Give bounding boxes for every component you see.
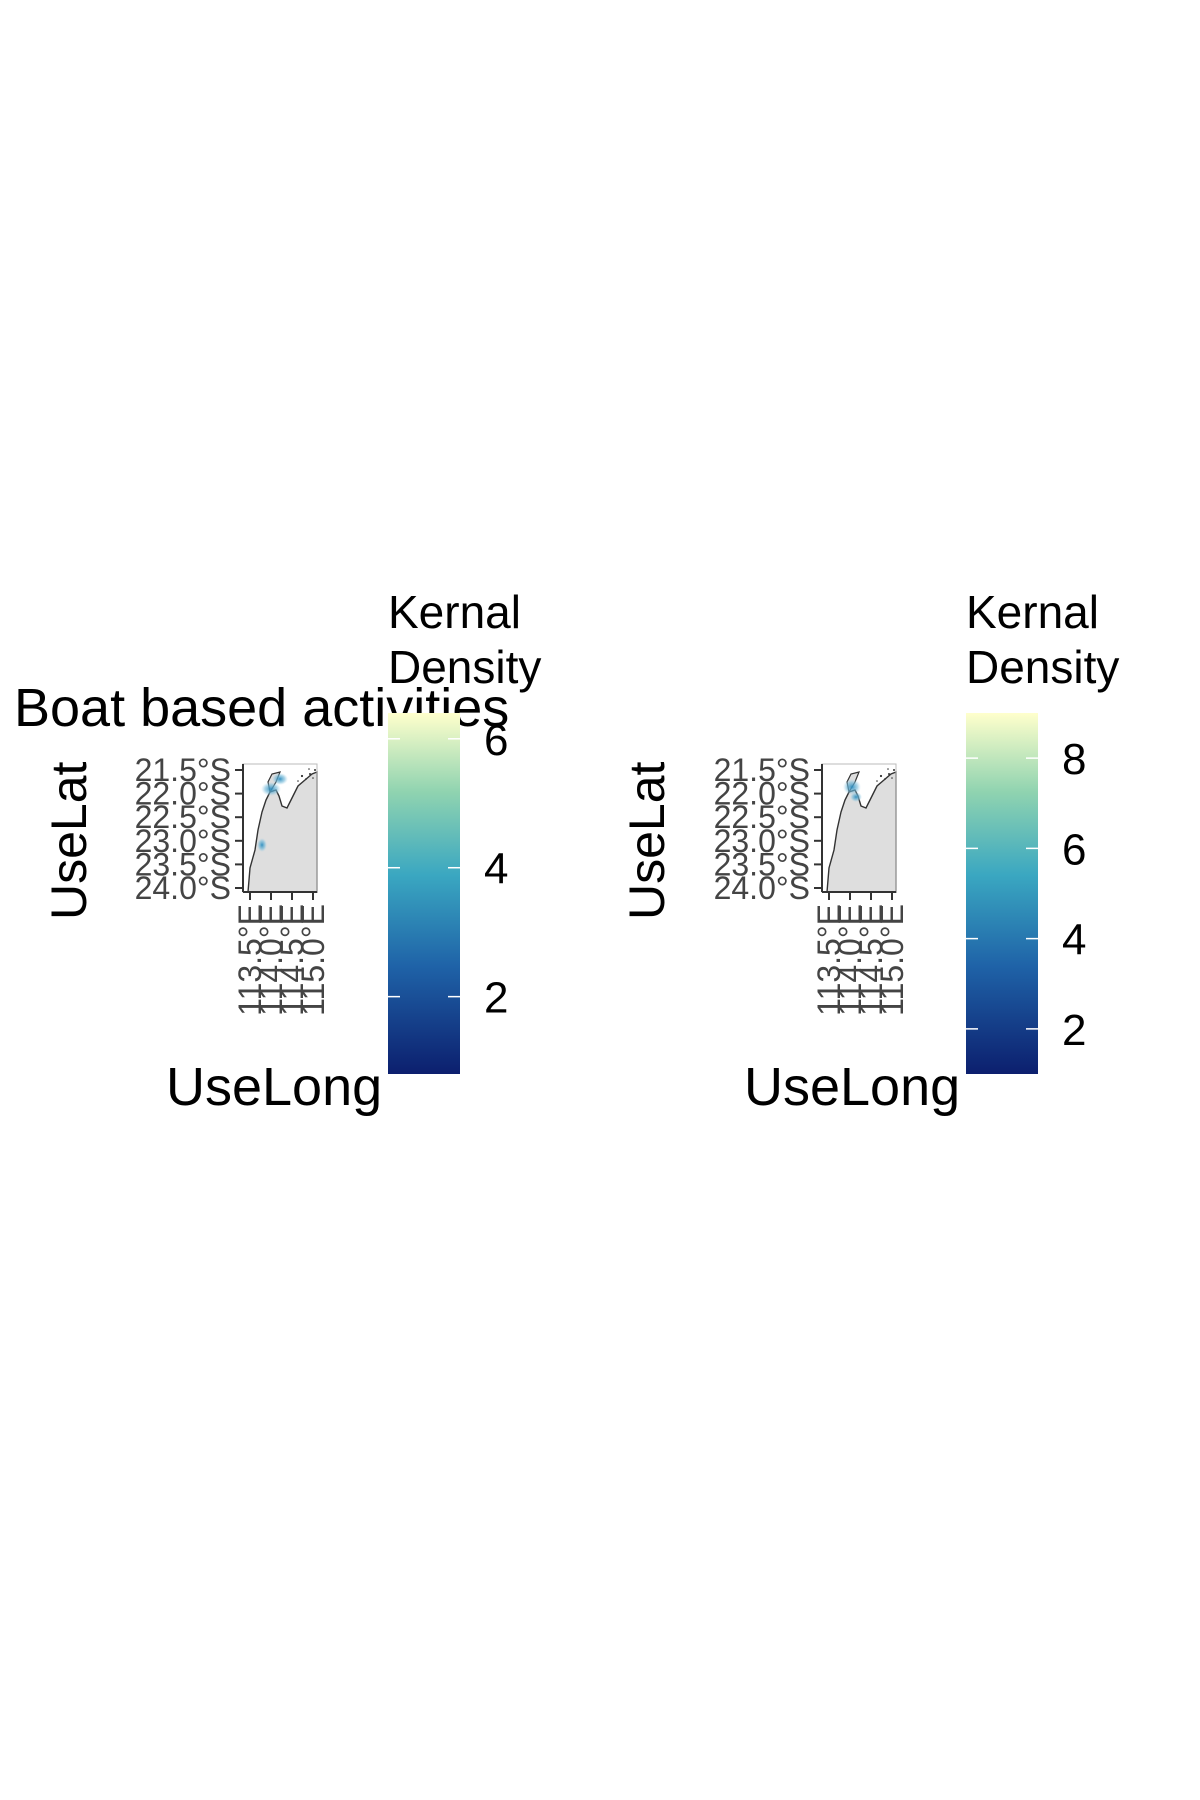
legend-tick-group: 2 4 6	[388, 716, 508, 1023]
lat-tick-label: 24.0°S	[135, 870, 231, 906]
legend-tick-label: 8	[1062, 735, 1086, 784]
coastal-islands	[876, 768, 895, 782]
legend-colorbar	[966, 713, 1038, 1074]
lat-tick-label: 21.5°S	[135, 752, 231, 788]
panel-second: UseLat 21.5°S22.0°S22.5°S23.0°S23.5°S24.…	[619, 586, 1119, 1117]
lat-tick-label: 22.0°S	[714, 776, 810, 812]
lat-tick-label: 22.5°S	[714, 799, 810, 835]
coastal-islands	[297, 768, 316, 782]
legend-tick-label: 2	[1062, 1006, 1086, 1055]
lon-tick-label: 114.0°E	[832, 904, 868, 1016]
y-axis-label: UseLat	[619, 761, 675, 920]
lat-tick-label: 21.5°S	[714, 752, 810, 788]
density-hotspot-gulf	[850, 792, 862, 802]
lat-tick-label: 23.5°S	[714, 846, 810, 882]
legend-tick-label: 4	[484, 845, 508, 894]
legend-title-line2: Density	[966, 641, 1119, 693]
density-hotspot-exmouth	[843, 779, 861, 795]
legend-tick-group: 2 4 6 8	[966, 735, 1086, 1055]
lat-tick-label: 22.0°S	[135, 776, 231, 812]
legend-tick-label: 6	[1062, 825, 1086, 874]
lon-tick-label: 113.5°E	[232, 904, 268, 1016]
lat-tick-label: 22.5°S	[135, 799, 231, 835]
lat-tick-label: 24.0°S	[714, 870, 810, 906]
y-axis-label: UseLat	[41, 761, 97, 920]
legend-title-line2: Density	[388, 641, 541, 693]
lon-tick-label: 115.0°E	[874, 904, 910, 1016]
lon-tick-label: 114.5°E	[853, 904, 889, 1016]
lat-tick-group: 21.5°S22.0°S22.5°S23.0°S23.5°S24.0°S	[714, 752, 822, 906]
lon-tick-label: 114.0°E	[253, 904, 289, 1016]
density-legend: Kernal Density 2 4 6 8	[966, 586, 1119, 1074]
density-legend: Kernal Density 2 4 6	[388, 586, 541, 1074]
legend-tick-label: 4	[1062, 916, 1086, 965]
x-axis-label: UseLong	[744, 1057, 960, 1117]
lon-tick-label: 115.0°E	[295, 904, 331, 1016]
density-hotspot-gulf	[272, 773, 288, 785]
lon-tick-label: 113.5°E	[811, 904, 847, 1016]
legend-tick-label: 6	[484, 716, 508, 765]
lon-tick-label: 114.5°E	[274, 904, 310, 1016]
legend-title-line1: Kernal	[966, 586, 1099, 638]
density-hotspot-exmouth	[261, 782, 281, 796]
lat-tick-label: 23.5°S	[135, 846, 231, 882]
map-plot	[242, 763, 318, 893]
legend-title-line1: Kernal	[388, 586, 521, 638]
lat-tick-label: 23.0°S	[135, 823, 231, 859]
x-axis-label: UseLong	[166, 1057, 382, 1117]
lat-tick-group: 21.5°S22.0°S22.5°S23.0°S23.5°S24.0°S	[135, 752, 243, 906]
lat-tick-label: 23.0°S	[714, 823, 810, 859]
land-polygon	[247, 770, 318, 893]
map-plot	[821, 763, 897, 893]
legend-colorbar	[388, 713, 460, 1074]
panel-boat-based: Boat based activities UseLat 21.5°S22.0°…	[14, 586, 541, 1117]
density-hotspot-coral-bay	[257, 838, 267, 852]
legend-tick-label: 2	[484, 974, 508, 1023]
